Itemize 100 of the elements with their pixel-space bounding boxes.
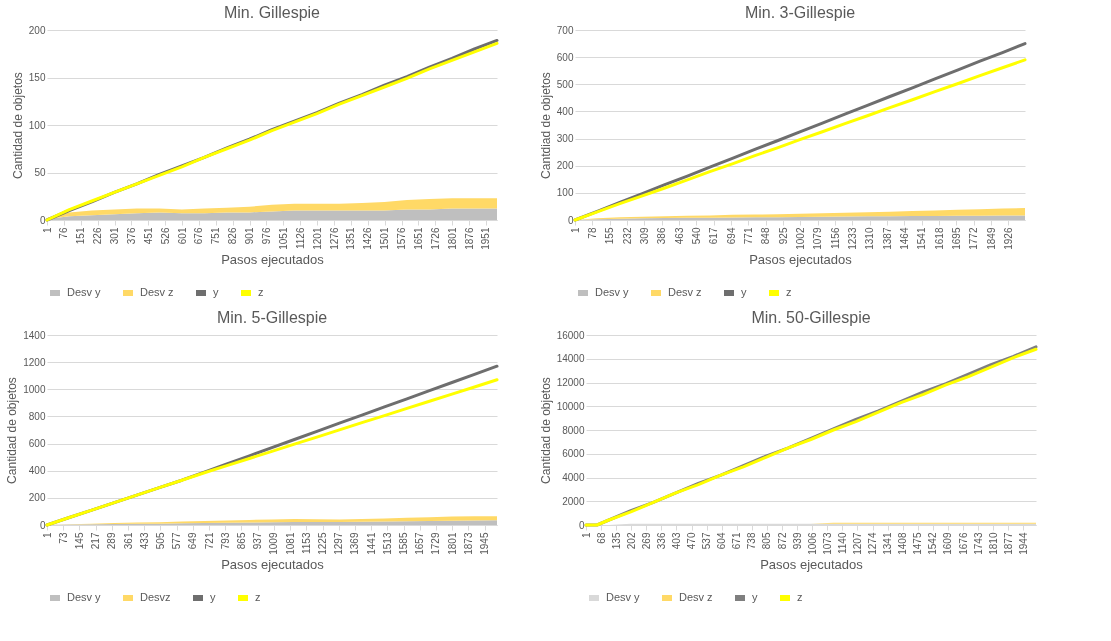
x-tick-label: 361 <box>122 532 134 550</box>
x-tick-label: 1772 <box>968 227 980 250</box>
legend-label: Desv y <box>606 591 641 603</box>
x-tick-label: 1153 <box>300 532 312 555</box>
legend-label: Desvz <box>140 591 171 603</box>
x-tick-label: 1276 <box>328 227 340 250</box>
y-tick-label: 0 <box>39 214 46 226</box>
x-tick-label: 1351 <box>345 227 357 250</box>
y-tick-label: 1400 <box>23 329 46 341</box>
x-tick-label: 151 <box>75 227 87 245</box>
chart-title: Min. Gillespie <box>223 4 321 21</box>
y-tick-label: 400 <box>556 105 574 117</box>
x-tick-label: 1 <box>580 532 592 539</box>
x-tick-label: 1126 <box>294 227 306 250</box>
y-tick-label: 0 <box>567 214 574 226</box>
chart-title: Min. 50-Gillespie <box>751 309 871 326</box>
x-tick-label: 1726 <box>429 227 441 250</box>
legend-label: Desv z <box>140 286 174 298</box>
legend-label: Desv y <box>595 286 630 298</box>
y-tick-label: 100 <box>28 119 46 131</box>
x-tick-label: 865 <box>236 532 247 550</box>
y-tick-label: 8000 <box>562 424 585 436</box>
x-tick-label: 617 <box>708 227 720 245</box>
x-tick-label: 217 <box>90 532 102 550</box>
y-axis-title: Cantidad de objetos <box>10 72 25 179</box>
x-tick-label: 1140 <box>836 532 848 555</box>
x-tick-label: 403 <box>671 532 682 550</box>
x-tick-label: 1051 <box>277 227 289 250</box>
x-tick-label: 901 <box>244 227 256 245</box>
x-tick-label: 1801 <box>446 532 458 555</box>
legend-label: Desv y <box>67 286 102 298</box>
x-tick-label: 269 <box>640 532 652 550</box>
x-tick-label: 577 <box>171 532 183 550</box>
y-tick-label: 400 <box>28 465 46 477</box>
x-tick-label: 826 <box>227 227 239 245</box>
legend-label: y <box>741 286 747 298</box>
x-tick-label: 537 <box>701 532 713 550</box>
y-tick-label: 10000 <box>556 400 585 412</box>
y-tick-label: 0 <box>578 519 585 531</box>
y-axis-title: Cantdiad de objetos <box>538 72 553 179</box>
x-tick-label: 1609 <box>942 532 954 555</box>
x-tick-label: 78 <box>586 227 598 239</box>
x-tick-label: 451 <box>142 227 154 245</box>
legend-label: y <box>752 591 758 603</box>
y-tick-label: 16000 <box>556 329 585 341</box>
x-tick-label: 526 <box>159 227 171 245</box>
x-tick-label: 694 <box>725 227 737 245</box>
x-tick-label: 1 <box>41 227 53 234</box>
x-axis-title: Pasos ejecutados <box>760 556 864 572</box>
x-tick-label: 1743 <box>972 532 984 555</box>
y-tick-label: 4000 <box>562 472 585 483</box>
x-tick-label: 301 <box>109 227 121 245</box>
x-tick-label: 1945 <box>479 532 491 555</box>
x-tick-label: 1073 <box>821 532 833 555</box>
legend-label: z <box>255 591 261 603</box>
x-tick-label: 1876 <box>463 227 475 250</box>
x-tick-label: 433 <box>138 532 150 550</box>
x-tick-label: 1341 <box>882 532 894 555</box>
x-tick-label: 738 <box>746 532 758 550</box>
x-tick-label: 1926 <box>1002 227 1014 250</box>
x-tick-label: 1009 <box>268 532 280 555</box>
x-tick-label: 937 <box>252 532 264 550</box>
y-tick-label: 1000 <box>23 383 46 395</box>
x-tick-label: 135 <box>610 532 622 550</box>
x-tick-label: 805 <box>761 532 773 550</box>
x-tick-label: 232 <box>621 227 633 245</box>
y-tick-label: 0 <box>39 519 46 531</box>
x-tick-label: 1475 <box>912 532 924 555</box>
y-tick-label: 2000 <box>562 495 585 507</box>
x-tick-label: 1951 <box>480 227 492 250</box>
y-tick-label: 1200 <box>23 356 46 368</box>
legend-label: y <box>210 591 216 603</box>
x-tick-label: 1310 <box>864 227 876 250</box>
x-tick-label: 1 <box>41 532 53 539</box>
x-tick-label: 76 <box>58 227 70 239</box>
y-tick-label: 200 <box>556 160 574 172</box>
x-tick-label: 1585 <box>398 532 410 555</box>
x-tick-label: 1274 <box>867 532 879 555</box>
x-tick-label: 1369 <box>349 532 361 555</box>
x-tick-label: 771 <box>742 227 754 245</box>
x-tick-label: 1513 <box>381 532 393 555</box>
x-tick-label: 604 <box>716 532 728 550</box>
legend-label: Desv z <box>679 591 713 603</box>
x-axis-title: Pasos ejecutados <box>221 556 325 572</box>
x-tick-label: 1225 <box>317 532 329 555</box>
legend-label: y <box>213 286 219 298</box>
y-tick-label: 300 <box>556 133 574 145</box>
x-tick-label: 386 <box>656 227 668 245</box>
x-tick-label: 1657 <box>414 532 426 555</box>
x-tick-label: 68 <box>595 532 607 544</box>
x-tick-label: 1542 <box>927 532 939 555</box>
y-tick-label: 700 <box>556 24 574 36</box>
chart-title: Min. 5-Gillespie <box>216 309 328 326</box>
x-tick-label: 1 <box>569 227 581 234</box>
x-tick-label: 1651 <box>412 227 424 250</box>
x-tick-label: 1618 <box>933 227 945 250</box>
x-tick-label: 1201 <box>311 227 323 250</box>
y-tick-label: 150 <box>28 72 46 83</box>
x-tick-label: 925 <box>777 227 789 245</box>
legend-label: z <box>797 591 803 603</box>
